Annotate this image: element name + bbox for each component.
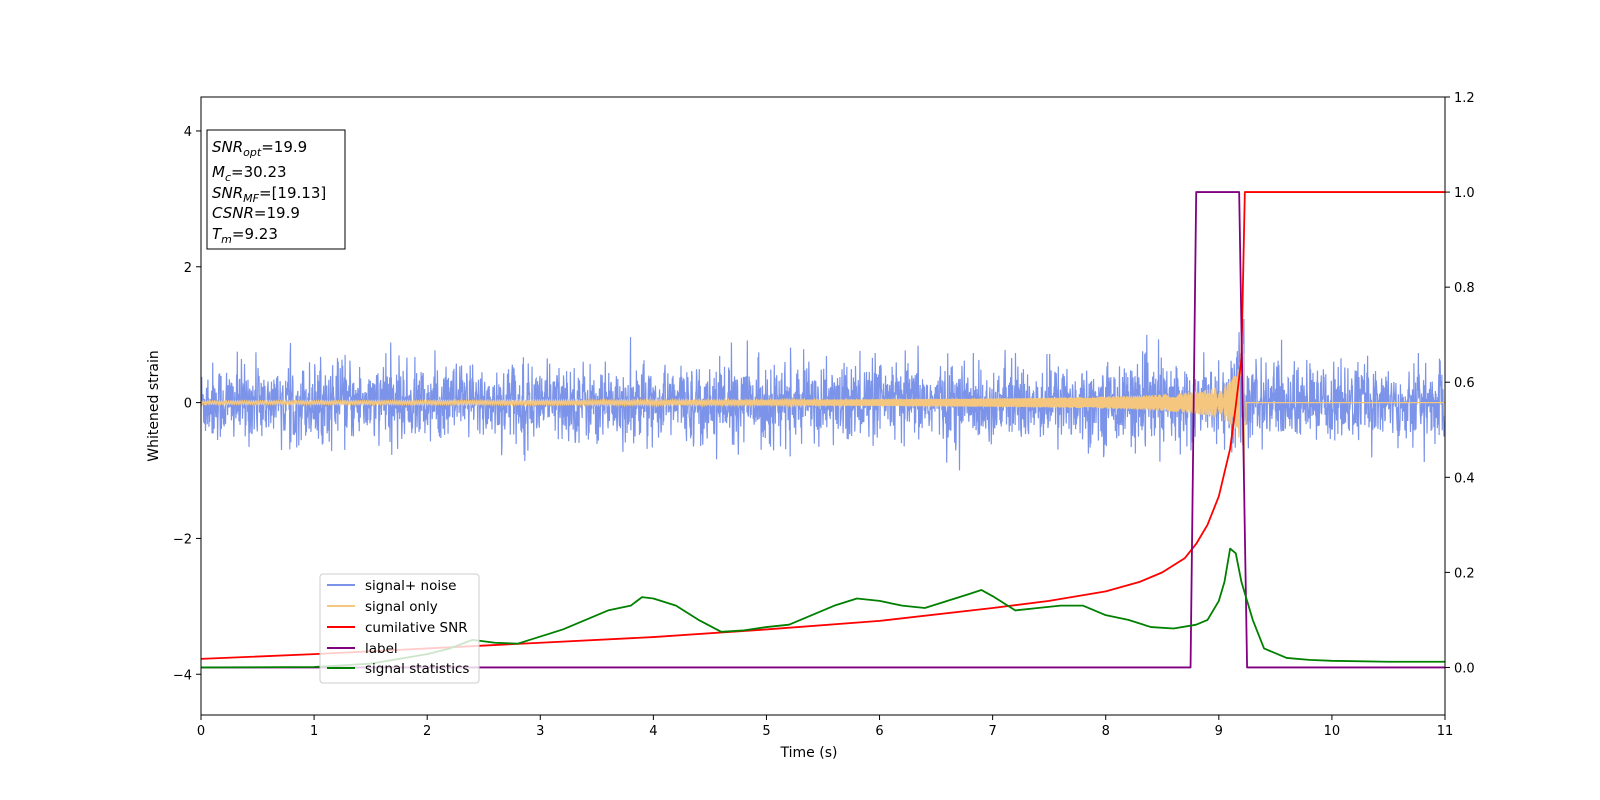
x-tick-label: 1 [310, 724, 318, 739]
info-box-frame [206, 129, 346, 250]
legend: signal+ noise signal only cumilative SNR… [319, 573, 480, 684]
y-axis-left: 4 2 0 −2 −4 [173, 125, 201, 683]
plot-frame [200, 96, 1446, 716]
x-tick-label: 2 [423, 724, 431, 739]
series-signal-noise [201, 318, 1445, 471]
y-axis-label: Whitened strain [146, 350, 162, 461]
x-axis-label: Time (s) [780, 745, 838, 761]
y-right-tick-label: 0.6 [1454, 376, 1475, 391]
x-axis: 0 1 2 3 4 5 6 7 8 9 10 11 [197, 715, 1453, 739]
y-right-tick-label: 0.2 [1454, 566, 1475, 581]
series-label [201, 191, 1445, 669]
y-right-tick-label: 0.4 [1454, 471, 1475, 486]
info-tm: Tm=9.23 [212, 225, 278, 246]
legend-label-signal-statistics: signal statistics [365, 661, 469, 677]
legend-label-signal-noise: signal+ noise [365, 578, 456, 594]
info-box: SNRopt=19.9 Mc=30.23 SNRMF=[19.13] CSNR=… [206, 129, 346, 250]
x-tick-label: 11 [1437, 724, 1454, 739]
series-signal-statistics [201, 547, 1445, 669]
y-right-tick-label: 0.8 [1454, 281, 1475, 296]
y-left-tick-label: 0 [184, 397, 192, 412]
info-snr-mf: SNRMF=[19.13] [212, 184, 326, 205]
y-left-tick-label: 4 [184, 125, 192, 140]
legend-label-cumulative-snr: cumilative SNR [365, 620, 468, 636]
y-right-tick-label: 0.0 [1454, 661, 1475, 676]
plot-area [201, 191, 1445, 669]
info-snr-opt: SNRopt=19.9 [212, 138, 307, 159]
x-tick-label: 0 [197, 724, 205, 739]
y-right-tick-label: 1.0 [1454, 186, 1475, 201]
x-tick-label: 6 [875, 724, 883, 739]
series-cumulative-snr [201, 191, 1445, 660]
legend-label-signal-only: signal only [365, 599, 438, 615]
x-tick-label: 4 [649, 724, 657, 739]
info-mc: Mc=30.23 [212, 163, 287, 184]
x-tick-label: 8 [1102, 724, 1110, 739]
y-left-tick-label: −2 [173, 532, 192, 547]
x-tick-label: 7 [988, 724, 996, 739]
legend-frame [319, 573, 480, 684]
y-axis-right: 1.2 1.0 0.8 0.6 0.4 0.2 0.0 [1445, 91, 1475, 676]
x-tick-label: 10 [1324, 724, 1341, 739]
y-left-tick-label: −4 [173, 668, 192, 683]
x-tick-label: 9 [1215, 724, 1223, 739]
info-csnr: CSNR=19.9 [212, 204, 300, 222]
legend-label-label: label [365, 641, 398, 657]
y-right-tick-label: 1.2 [1454, 91, 1475, 106]
axes-frame [200, 96, 1446, 716]
x-tick-label: 5 [762, 724, 770, 739]
y-left-tick-label: 2 [184, 261, 192, 276]
x-tick-label: 3 [536, 724, 544, 739]
series-signal-only [201, 344, 1445, 477]
